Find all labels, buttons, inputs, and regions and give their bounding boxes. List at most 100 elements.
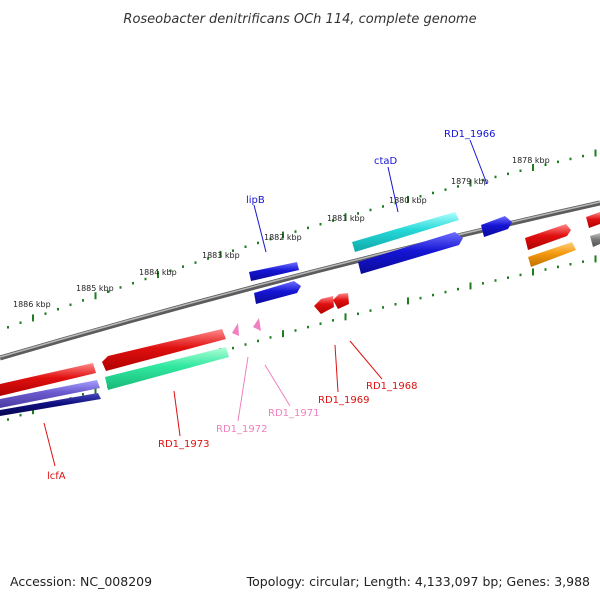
- scale-minor-tick: [369, 208, 372, 212]
- scale-minor-tick: [207, 257, 209, 260]
- gene-label-ctaD[interactable]: ctaD: [374, 156, 398, 167]
- gene-red-arrow[interactable]: [525, 224, 571, 250]
- accession-text: Accession: NC_008209: [10, 574, 152, 589]
- scale-major-tick: [469, 179, 472, 187]
- gene-label-RD1-1966[interactable]: RD1_1966: [444, 129, 495, 140]
- gene-label-RD1-1973[interactable]: RD1_1973: [158, 439, 209, 450]
- reverse-genes: [0, 293, 349, 416]
- scale-minor-tick: [507, 172, 509, 176]
- scale-major-tick: [532, 268, 534, 276]
- gene-lipB-arrow-2[interactable]: [254, 281, 301, 304]
- gene-red-arrow-left[interactable]: [0, 363, 96, 396]
- scale-minor-tick: [194, 261, 197, 264]
- scale-minor-tick: [557, 265, 559, 269]
- gene-label-RD1-1971[interactable]: RD1_1971: [268, 408, 319, 419]
- gene-label-RD1-1972[interactable]: RD1_1972: [216, 424, 267, 435]
- scale-minor-tick: [319, 322, 322, 325]
- leader-RD1-1972: [237, 356, 249, 422]
- scale-label: 1882 kbp: [264, 233, 302, 242]
- scale-minor-tick: [19, 413, 22, 417]
- gene-RD1-1966-arrow[interactable]: [481, 216, 512, 237]
- gene-RD1-1973-arrow[interactable]: [102, 329, 226, 371]
- gene-label-lipB[interactable]: lipB: [246, 195, 265, 206]
- leader-lipB: [253, 204, 267, 253]
- scale-label: 1884 kbp: [139, 268, 177, 277]
- gene-purple-arrow[interactable]: [0, 380, 100, 408]
- scale-label: 1880 kbp: [389, 196, 427, 205]
- scale-minor-tick: [257, 241, 259, 245]
- scale-minor-tick: [7, 326, 9, 329]
- scale-minor-tick: [7, 418, 9, 421]
- scale-minor-tick: [544, 163, 547, 167]
- scale-major-tick: [94, 386, 97, 394]
- genome-summary-text: Topology: circular; Length: 4,133,097 bp…: [246, 574, 590, 589]
- scale-minor-tick: [444, 290, 447, 294]
- scale-major-tick: [282, 231, 284, 239]
- gene-lipB-arrow[interactable]: [249, 262, 299, 281]
- scale-minor-tick: [57, 307, 59, 311]
- leader-RD1-1968: [349, 340, 383, 380]
- scale-minor-tick: [482, 178, 484, 182]
- scale-minor-tick: [294, 329, 297, 332]
- scale-major-tick: [219, 250, 222, 258]
- scale-minor-tick: [269, 336, 272, 339]
- leader-RD1-1969: [334, 344, 339, 393]
- scale-label: 1881 kbp: [327, 214, 365, 223]
- scale-minor-tick: [494, 175, 497, 179]
- gene-blue-arrow[interactable]: [358, 232, 463, 274]
- gene-label-RD1-1968[interactable]: RD1_1968: [366, 381, 417, 392]
- gene-red-arrow-edge[interactable]: [586, 212, 600, 228]
- scale-major-tick: [94, 292, 97, 300]
- scale-minor-tick: [232, 249, 234, 252]
- forward-genes: [249, 212, 600, 304]
- scale-label: 1878 kbp: [512, 156, 550, 165]
- leader-lcfA: [43, 422, 56, 467]
- scale-minor-tick: [357, 212, 359, 215]
- scale-minor-tick: [44, 312, 47, 315]
- scale-minor-tick: [394, 303, 397, 306]
- scale-minor-tick: [494, 279, 497, 282]
- scale-minor-tick: [419, 296, 422, 300]
- gene-label-RD1-1969[interactable]: RD1_1969: [318, 395, 369, 406]
- scale-minor-tick: [307, 226, 309, 230]
- scale-minor-tick: [507, 276, 509, 279]
- gene-RD1-1972-arrow[interactable]: [232, 323, 239, 336]
- scale-minor-tick: [169, 269, 172, 272]
- scale-minor-tick: [457, 287, 459, 291]
- scale-minor-tick: [119, 286, 122, 289]
- scale-minor-tick: [307, 325, 309, 329]
- scale-minor-tick: [457, 185, 459, 188]
- gene-label-lcfA[interactable]: lcfA: [47, 471, 66, 482]
- gene-RD1-1971-arrow[interactable]: [253, 318, 261, 331]
- scale-minor-tick: [19, 321, 22, 324]
- scale-minor-tick: [232, 346, 234, 350]
- scale-major-tick: [594, 255, 597, 263]
- scale-minor-tick: [107, 290, 109, 293]
- scale-minor-tick: [132, 281, 134, 285]
- gene-RD1-1968-arrow[interactable]: [333, 293, 349, 309]
- scale-major-tick: [532, 164, 534, 172]
- scale-minor-tick: [244, 343, 247, 346]
- gene-mint-arrow[interactable]: [105, 347, 229, 390]
- scale-major-tick: [344, 213, 347, 221]
- scale-minor-tick: [519, 169, 522, 173]
- scale-minor-tick: [82, 299, 84, 302]
- scale-minor-tick: [482, 282, 484, 285]
- scale-major-tick: [407, 195, 409, 203]
- scale-minor-tick: [269, 237, 272, 241]
- scale-minor-tick: [432, 293, 434, 297]
- scale-minor-tick: [182, 265, 184, 268]
- scale-minor-tick: [582, 260, 584, 263]
- scale-labels: 1886 kbp 1885 kbp 1884 kbp 1883 kbp 1882…: [13, 156, 550, 309]
- scale-minor-tick: [332, 319, 334, 322]
- gene-orange-arrow[interactable]: [528, 242, 576, 267]
- gene-gray-arrow-edge[interactable]: [590, 233, 600, 247]
- scale-minor-tick: [569, 157, 572, 161]
- leader-RD1-1973: [173, 390, 181, 437]
- gene-ctaD-arrow[interactable]: [352, 212, 459, 252]
- scale-minor-tick: [557, 160, 559, 164]
- gene-RD1-1969-arrow[interactable]: [314, 296, 334, 314]
- gene-lcfA-arrow[interactable]: [0, 393, 101, 416]
- scale-minor-tick: [319, 222, 322, 226]
